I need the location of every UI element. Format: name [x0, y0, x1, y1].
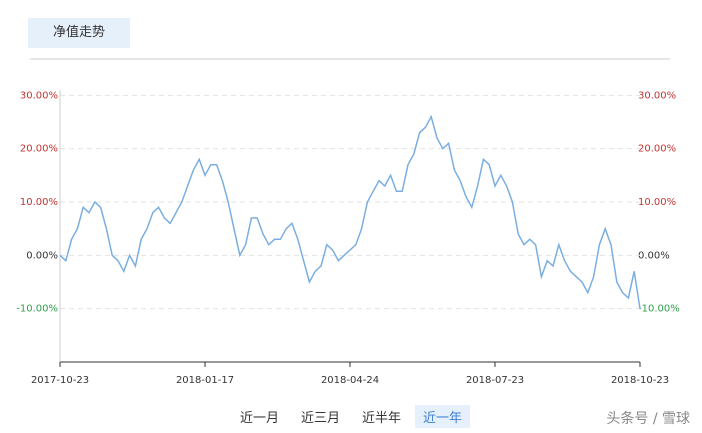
x-tick-label: 2018-01-17	[176, 375, 234, 386]
y-tick-label: 30.00%	[20, 90, 58, 101]
y2-tick-label: 10.00%	[638, 197, 676, 208]
y-tick-label: 10.00%	[20, 197, 58, 208]
range-button[interactable]: 近三月	[301, 411, 341, 426]
y2-tick-label: 30.00%	[638, 90, 676, 101]
tab[interactable]: 净值走势	[28, 18, 130, 48]
x-tick-label: 2018-07-23	[466, 375, 524, 386]
x-tick-label: 2018-10-23	[611, 375, 669, 386]
y2-tick-label: 0.00%	[638, 250, 670, 261]
nav-line	[59, 114, 641, 309]
range-button[interactable]: 近一年	[415, 405, 471, 428]
watermark: 头条号 / 雪球	[606, 411, 690, 427]
y-tick-label: -10.00%	[16, 304, 58, 315]
y2-tick-label: 20.00%	[638, 144, 676, 155]
range-button[interactable]: 近一月	[240, 411, 280, 426]
range-button[interactable]: 近半年	[362, 411, 402, 426]
x-tick-label: 2018-04-24	[321, 375, 379, 386]
y2-tick-label: -10.00%	[638, 304, 680, 315]
range-buttons: 近一月 近三月 近半年 近一年	[232, 405, 471, 428]
y-tick-label: 20.00%	[20, 144, 58, 155]
x-tick-label: 2017-10-23	[31, 375, 89, 386]
y-tick-label: 0.00%	[26, 250, 58, 261]
